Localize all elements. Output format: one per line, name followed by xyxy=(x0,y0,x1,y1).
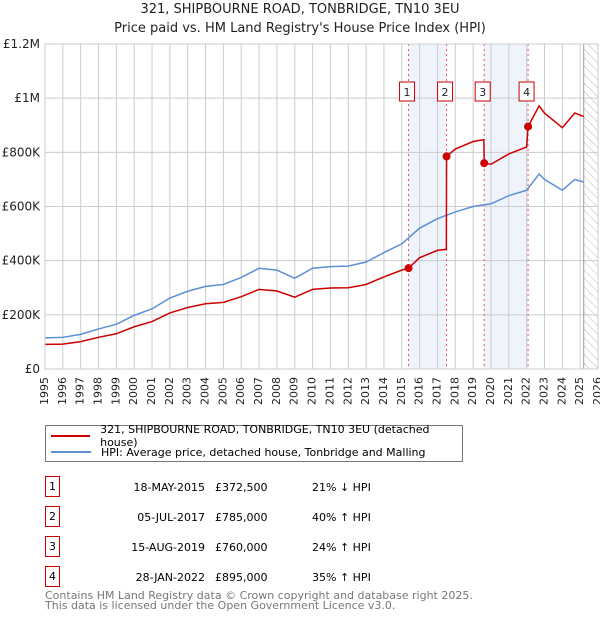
x-tick-label: 2016 xyxy=(413,377,426,405)
sale-date: 28-JAN-2022 xyxy=(135,571,205,584)
plot-area: 1995 1996 1997 1998 1999 2000 2001 2002 2003 2004… xyxy=(2,37,600,405)
y-tick-label: £600K xyxy=(2,200,42,214)
x-tick-label: 1998 xyxy=(92,377,105,405)
chart-title: 321, SHIPBOURNE ROAD, TONBRIDGE, TN10 3E… xyxy=(140,2,460,17)
x-tick-label: 2019 xyxy=(466,377,479,405)
sale-marker-number: 3 xyxy=(479,86,486,99)
x-tick-label: 2025 xyxy=(573,377,586,405)
sale-row: 1 18-MAY-2015 £372,500 21% ↓ HPI xyxy=(45,476,465,498)
x-tick-label: 2007 xyxy=(252,377,265,405)
y-tick-label: £800K xyxy=(2,145,42,159)
x-tick-label: 2010 xyxy=(306,377,319,405)
sale-number: 2 xyxy=(45,506,60,527)
sale-point xyxy=(524,122,533,131)
sale-hpi-diff: 24% ↑ HPI xyxy=(312,541,371,554)
y-tick-label: £0 xyxy=(25,362,40,376)
x-tick-label: 1996 xyxy=(56,377,69,405)
legend-swatch-property xyxy=(51,435,91,437)
x-tick-label: 2002 xyxy=(163,377,176,405)
legend-swatch-hpi xyxy=(51,451,91,453)
x-tick-label: 2006 xyxy=(234,377,247,405)
y-tick-label: £1M xyxy=(14,91,40,105)
legend-label-hpi: HPI: Average price, detached house, Tonb… xyxy=(101,445,426,459)
x-tick-label: 2026 xyxy=(591,377,600,405)
sale-row: 3 15-AUG-2019 £760,000 24% ↑ HPI xyxy=(45,536,465,558)
hpi-line xyxy=(44,172,584,339)
y-tick-label: £1.2M xyxy=(3,37,40,51)
sale-hpi-diff: 35% ↑ HPI xyxy=(312,571,371,584)
sale-date: 15-AUG-2019 xyxy=(131,541,205,554)
sale-point xyxy=(404,264,413,273)
sale-row: 2 05-JUL-2017 £785,000 40% ↑ HPI xyxy=(45,506,465,528)
legend-label-property: 321, SHIPBOURNE ROAD, TONBRIDGE, TN10 3E… xyxy=(100,423,430,449)
x-tick-label: 1997 xyxy=(74,377,87,405)
x-tick-label: 2024 xyxy=(555,377,568,405)
sale-hpi-diff: 21% ↓ HPI xyxy=(312,481,371,494)
sale-marker-box xyxy=(518,81,535,102)
footer-line-1: Contains HM Land Registry data © Crown c… xyxy=(45,589,473,602)
sale-hpi-diff: 40% ↑ HPI xyxy=(312,511,371,524)
sale-marker-number: 1 xyxy=(404,86,411,99)
legend: 321, SHIPBOURNE ROAD, TONBRIDGE, TN10 3E… xyxy=(45,423,463,462)
x-tick-label: 2014 xyxy=(377,377,390,405)
x-tick-label: 2013 xyxy=(359,377,372,405)
price-paid-line xyxy=(44,104,585,346)
x-tick-label: 2000 xyxy=(127,377,140,405)
sale-price: £372,500 xyxy=(215,481,268,494)
plot-border xyxy=(44,43,599,370)
sale-date: 18-MAY-2015 xyxy=(133,481,205,494)
x-tick-label: 2008 xyxy=(270,377,283,405)
x-tick-label: 2011 xyxy=(323,377,336,405)
x-tick-label: 2020 xyxy=(484,377,497,405)
sale-price: £760,000 xyxy=(215,541,268,554)
x-tick-label: 1995 xyxy=(38,377,51,405)
x-tick-label: 2021 xyxy=(502,377,515,405)
y-tick-label: £400K xyxy=(2,254,42,268)
sale-marker-box xyxy=(474,81,491,102)
x-tick-label: 2001 xyxy=(145,377,158,405)
x-tick-label: 2004 xyxy=(199,377,212,405)
sale-marker-number: 2 xyxy=(442,86,449,99)
x-tick-label: 2017 xyxy=(430,377,443,405)
sale-marker-box xyxy=(399,81,416,102)
sale-marker-number: 4 xyxy=(523,86,530,99)
footer-line-2: This data is licensed under the Open Gov… xyxy=(45,599,396,612)
sale-price: £785,000 xyxy=(215,511,268,524)
sale-number: 1 xyxy=(45,476,60,497)
x-tick-label: 2018 xyxy=(448,377,461,405)
y-tick-label: £200K xyxy=(2,308,42,322)
x-tick-label: 2023 xyxy=(537,377,550,405)
sale-point xyxy=(442,152,451,161)
x-tick-label: 2009 xyxy=(288,377,301,405)
sale-date: 05-JUL-2017 xyxy=(137,511,205,524)
x-tick-label: 2015 xyxy=(395,377,408,405)
x-tick-label: 2005 xyxy=(216,377,229,405)
sale-row: 4 28-JAN-2022 £895,000 35% ↑ HPI xyxy=(45,566,465,588)
sale-number: 3 xyxy=(45,536,60,557)
sale-marker-box xyxy=(437,81,454,102)
sale-number: 4 xyxy=(45,566,60,587)
x-tick-label: 2003 xyxy=(181,377,194,405)
sale-point xyxy=(480,159,489,168)
chart-subtitle: Price paid vs. HM Land Registry's House … xyxy=(114,21,486,36)
x-tick-label: 1999 xyxy=(109,377,122,405)
x-tick-label: 2022 xyxy=(520,377,533,405)
x-tick-label: 2012 xyxy=(341,377,354,405)
sale-price: £895,000 xyxy=(215,571,268,584)
